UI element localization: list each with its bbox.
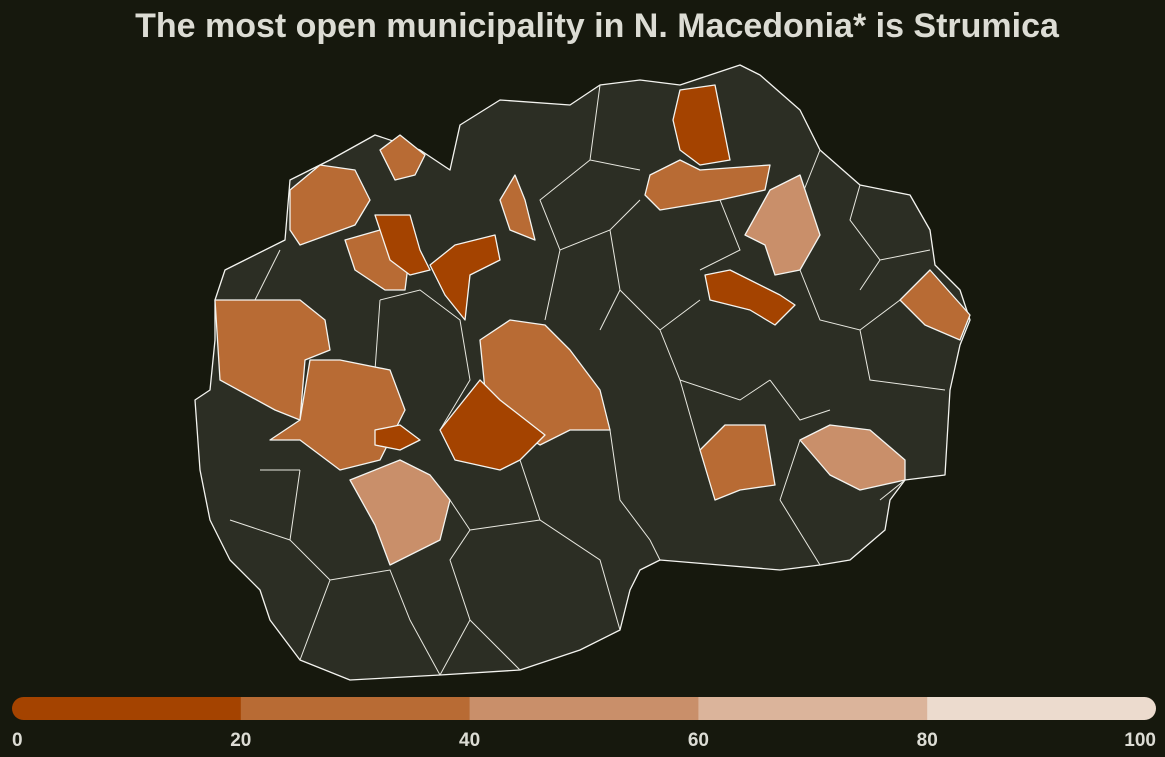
region	[439, 379, 546, 471]
legend-tick-label: 20	[230, 730, 251, 751]
region	[699, 424, 776, 501]
region	[799, 424, 906, 491]
region	[672, 84, 731, 166]
legend-segment	[927, 697, 1156, 720]
region	[429, 234, 501, 321]
legend-tick-label: 0	[12, 730, 23, 751]
region	[374, 424, 421, 451]
region	[349, 459, 451, 566]
map	[194, 64, 971, 681]
title: The most open municipality in N. Macedon…	[135, 7, 1060, 45]
legend-tick-label: 100	[1124, 730, 1156, 751]
legend-tick-label: 80	[917, 730, 938, 751]
region	[899, 269, 971, 341]
region	[269, 359, 406, 471]
legend-segment	[12, 697, 242, 720]
borders	[229, 84, 946, 676]
region	[214, 299, 331, 421]
region	[744, 174, 821, 276]
region	[704, 269, 796, 326]
region	[374, 214, 431, 276]
legend-segment	[698, 697, 928, 720]
legend-tick-label: 60	[688, 730, 709, 751]
legend-segment	[469, 697, 699, 720]
region	[289, 164, 371, 246]
region	[499, 174, 536, 241]
legend-tick-label: 40	[459, 730, 480, 751]
region	[644, 159, 771, 211]
region	[379, 134, 426, 181]
legend	[12, 697, 1156, 720]
legend-segment	[240, 697, 471, 720]
